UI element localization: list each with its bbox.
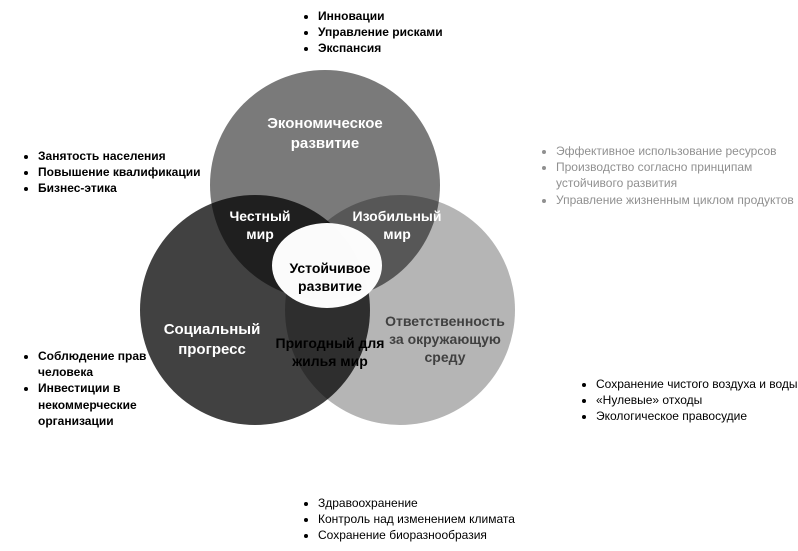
bullet-item: Бизнес-этика bbox=[38, 180, 200, 196]
bullet-item: Экспансия bbox=[318, 40, 443, 56]
venn-inter-left-right: Пригодный дляжилья мир bbox=[260, 335, 400, 370]
bullets-top: ИнновацииУправление рискамиЭкспансия bbox=[300, 8, 443, 57]
bullets-left-upper: Занятость населенияПовышение квалификаци… bbox=[20, 148, 200, 197]
bullet-item: Сохранение чистого воздуха и воды bbox=[596, 376, 798, 392]
venn-label-top: Экономическоеразвитие bbox=[245, 114, 405, 153]
bullets-right-lower: Сохранение чистого воздуха и воды«Нулевы… bbox=[580, 376, 798, 425]
bullet-item: Инвестиции в некоммерческие организации bbox=[38, 380, 178, 429]
bullet-item: Экологическое правосудие bbox=[596, 408, 798, 424]
venn-center-label: Устойчивоеразвитие bbox=[270, 260, 390, 295]
bullet-item: Эффективное использование ресурсов bbox=[556, 143, 798, 159]
venn-inter-top-right: Изобильныймир bbox=[342, 208, 452, 243]
bullet-item: Производство согласно принципам устойчив… bbox=[556, 159, 798, 191]
bullet-item: Здравоохранение bbox=[318, 495, 515, 511]
venn-inter-top-left: Честныймир bbox=[210, 208, 310, 243]
bullets-bottom: ЗдравоохранениеКонтроль над изменением к… bbox=[300, 495, 515, 544]
bullet-item: Контроль над изменением климата bbox=[318, 511, 515, 527]
bullet-item: Инновации bbox=[318, 8, 443, 24]
bullet-item: Управление рисками bbox=[318, 24, 443, 40]
bullets-left-lower: Соблюдение прав человекаИнвестиции в нек… bbox=[20, 348, 178, 429]
venn-diagram: Экономическоеразвитие Социальныйпрогресс… bbox=[160, 80, 560, 480]
bullets-right-upper: Эффективное использование ресурсовПроизв… bbox=[540, 143, 798, 208]
bullet-item: Занятость населения bbox=[38, 148, 200, 164]
bullet-item: Сохранение биоразнообразия bbox=[318, 527, 515, 543]
bullet-item: «Нулевые» отходы bbox=[596, 392, 798, 408]
bullet-item: Соблюдение прав человека bbox=[38, 348, 178, 380]
bullet-item: Управление жизненным циклом продуктов bbox=[556, 192, 798, 208]
bullet-item: Повышение квалификации bbox=[38, 164, 200, 180]
